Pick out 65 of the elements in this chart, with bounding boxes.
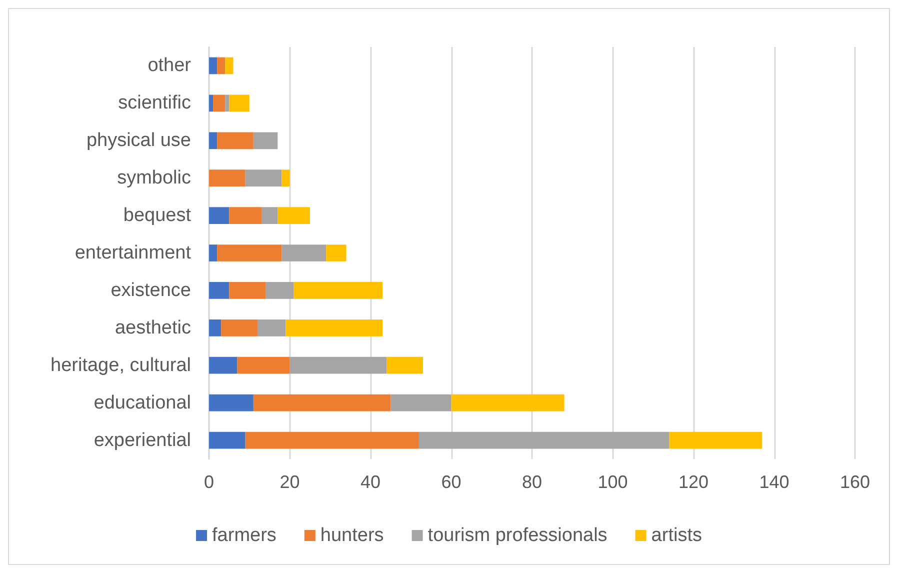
bar	[286, 319, 383, 336]
x-tick-label: 100	[598, 472, 628, 492]
y-tick-label: symbolic	[117, 168, 191, 189]
legend-label: hunters	[320, 525, 384, 546]
x-tick-label: 80	[522, 472, 542, 492]
y-tick-label: experiential	[94, 430, 191, 451]
bar	[261, 207, 278, 224]
bar	[209, 319, 222, 336]
y-tick-label: aesthetic	[114, 317, 191, 338]
bar	[217, 244, 282, 262]
bar	[282, 244, 326, 262]
x-tick-label: 60	[441, 472, 462, 492]
y-tick-label: other	[148, 55, 192, 76]
bar	[282, 170, 290, 187]
bar	[209, 57, 218, 74]
bar	[209, 207, 230, 224]
y-tick-label: scientific	[118, 92, 191, 114]
bar	[390, 394, 452, 412]
bar	[294, 282, 383, 299]
y-tick-label: bequest	[123, 205, 192, 226]
x-tick-label: 120	[678, 472, 709, 492]
bar	[669, 432, 762, 449]
x-tick-label: 0	[204, 472, 214, 492]
bar	[257, 319, 286, 336]
bar	[418, 432, 670, 449]
x-tick-label: 20	[280, 472, 300, 492]
legend-label: farmers	[212, 525, 276, 546]
bar	[237, 356, 290, 374]
bar	[217, 57, 226, 74]
bar	[326, 244, 346, 262]
legend-label: artists	[651, 525, 702, 546]
y-tick-label: heritage, cultural	[50, 354, 191, 376]
bar	[225, 94, 230, 112]
y-tick-label: physical use	[86, 130, 191, 152]
bar	[217, 132, 254, 150]
bar	[278, 207, 310, 224]
bar	[209, 132, 218, 150]
bar	[209, 244, 218, 262]
bar	[229, 94, 250, 112]
y-tick-label: entertainment	[74, 242, 192, 264]
y-tick-label: existence	[110, 280, 191, 301]
bar	[221, 319, 258, 336]
bar	[209, 432, 246, 449]
bar	[209, 170, 246, 187]
bar	[209, 394, 254, 412]
bar	[386, 356, 423, 374]
bar	[229, 207, 262, 224]
x-tick-label: 160	[840, 472, 870, 492]
bar	[290, 356, 387, 374]
bar	[266, 282, 294, 299]
y-tick-label: educational	[94, 392, 191, 414]
bar	[209, 356, 238, 374]
bar	[245, 432, 419, 449]
bar	[245, 170, 282, 187]
bar	[229, 282, 266, 299]
bar	[451, 394, 564, 412]
legend-label: tourism professionals	[428, 525, 608, 546]
bar	[225, 57, 234, 74]
bar	[209, 94, 214, 112]
bar	[213, 94, 226, 112]
x-tick-label: 140	[759, 472, 790, 492]
bar	[253, 394, 391, 412]
bar	[253, 132, 278, 150]
bar	[209, 282, 230, 299]
x-tick-label: 40	[360, 472, 381, 492]
